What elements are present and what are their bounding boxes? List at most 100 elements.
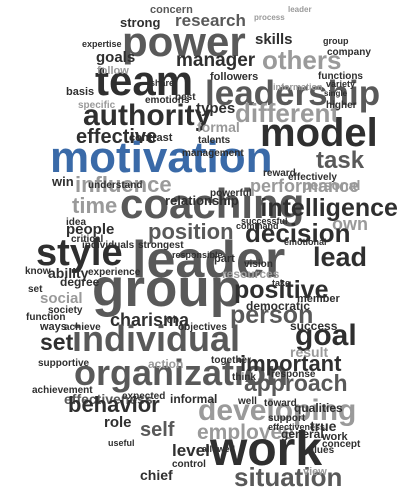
cloud-word: employee xyxy=(197,421,294,444)
cloud-word: experience xyxy=(88,267,141,278)
cloud-word: group xyxy=(92,259,242,318)
cloud-word: approach xyxy=(244,370,348,396)
cloud-word: set xyxy=(40,329,74,355)
cloud-word: single xyxy=(324,89,348,98)
cloud-word: goal xyxy=(295,319,357,352)
cloud-word: think xyxy=(232,372,256,383)
cloud-word: self xyxy=(140,419,175,441)
cloud-word: situation xyxy=(234,462,342,492)
cloud-word: level xyxy=(172,441,210,460)
cloud-word: success xyxy=(290,319,338,333)
cloud-word: company xyxy=(327,47,371,58)
cloud-word: charisma xyxy=(110,310,190,330)
cloud-word: control xyxy=(172,459,206,470)
cloud-word: coaching xyxy=(120,180,304,227)
cloud-word: best xyxy=(175,92,196,103)
cloud-word: resources xyxy=(222,267,280,281)
cloud-word: response xyxy=(271,369,316,380)
cloud-word: research xyxy=(175,11,246,30)
cloud-word: strong xyxy=(120,15,161,30)
cloud-word: support xyxy=(268,413,306,424)
cloud-word: work xyxy=(321,431,349,443)
cloud-word: informal xyxy=(170,392,217,406)
cloud-word: share xyxy=(150,78,174,88)
cloud-word: job xyxy=(163,315,179,326)
cloud-word: part xyxy=(214,253,235,265)
cloud-word: behavior xyxy=(68,392,160,417)
cloud-word: expertise xyxy=(82,39,122,49)
cloud-word: action xyxy=(148,357,183,371)
cloud-word: effectiveness xyxy=(268,422,325,432)
cloud-word: idea xyxy=(66,217,86,228)
cloud-word: information xyxy=(273,82,323,92)
cloud-word: know xyxy=(25,266,51,277)
cloud-word: achievement xyxy=(32,385,93,396)
cloud-word: motivation xyxy=(50,133,272,182)
cloud-word: concern xyxy=(150,4,193,16)
cloud-word: values xyxy=(303,445,335,456)
cloud-word: different xyxy=(235,98,339,128)
cloud-word: variety xyxy=(326,79,355,89)
cloud-word: person xyxy=(230,301,313,329)
cloud-word: basis xyxy=(66,86,94,98)
cloud-word: individual xyxy=(72,318,240,359)
cloud-word: process xyxy=(254,13,285,22)
cloud-word: follow xyxy=(97,65,129,77)
cloud-word: power xyxy=(122,18,246,65)
cloud-word: concept xyxy=(322,439,361,450)
cloud-word: take xyxy=(272,278,290,288)
cloud-word: together xyxy=(211,355,251,366)
cloud-word: useful xyxy=(108,438,135,448)
cloud-word: group xyxy=(323,36,349,46)
cloud-word: social xyxy=(40,290,83,307)
cloud-word: goals xyxy=(96,49,135,66)
cloud-word: successful xyxy=(241,216,288,226)
cloud-word: toward xyxy=(264,398,297,409)
cloud-word: emotions xyxy=(145,95,190,106)
cloud-word: skills xyxy=(255,31,293,48)
cloud-word: leader xyxy=(288,5,312,14)
cloud-word: result xyxy=(290,344,328,360)
cloud-word: strongest xyxy=(138,240,184,251)
cloud-word: personal xyxy=(302,177,360,193)
cloud-word: talents xyxy=(198,135,231,146)
cloud-word: responsible xyxy=(172,250,223,260)
cloud-word: team xyxy=(95,57,193,104)
cloud-word: supportive xyxy=(38,358,90,369)
cloud-word: qualities xyxy=(294,401,343,415)
cloud-word: vision xyxy=(244,259,273,270)
cloud-word: emotional xyxy=(284,237,327,247)
cloud-word: general xyxy=(281,427,324,441)
cloud-word: well xyxy=(237,396,257,407)
cloud-word: task xyxy=(316,147,365,174)
cloud-word: work xyxy=(209,423,322,476)
cloud-word: individuals xyxy=(82,240,135,251)
cloud-word: critical xyxy=(71,234,103,245)
cloud-word: ability xyxy=(48,265,89,281)
cloud-word: view xyxy=(303,466,327,478)
cloud-word: command xyxy=(236,221,279,231)
cloud-word: intelligence xyxy=(260,194,398,222)
cloud-word: relationship xyxy=(165,193,239,208)
cloud-word: others xyxy=(262,45,341,75)
cloud-word: positive xyxy=(234,276,329,304)
cloud-word: important xyxy=(240,351,342,376)
cloud-word: ways xyxy=(39,321,67,333)
cloud-word: member xyxy=(297,293,341,305)
cloud-word: higher xyxy=(326,100,357,111)
cloud-word: set xyxy=(28,284,43,295)
cloud-word: allowed xyxy=(202,444,235,454)
cloud-word: position xyxy=(148,219,234,244)
cloud-word: society xyxy=(48,305,83,316)
cloud-word: powerful xyxy=(210,188,252,199)
cloud-word: functions xyxy=(318,71,363,82)
cloud-word: function xyxy=(26,312,65,323)
cloud-word: developing xyxy=(198,394,356,427)
cloud-word: contrast xyxy=(129,132,173,144)
cloud-word: leader xyxy=(132,231,285,289)
cloud-word: win xyxy=(51,174,74,189)
cloud-word: understand xyxy=(88,180,142,191)
cloud-word: influence xyxy=(75,172,172,197)
